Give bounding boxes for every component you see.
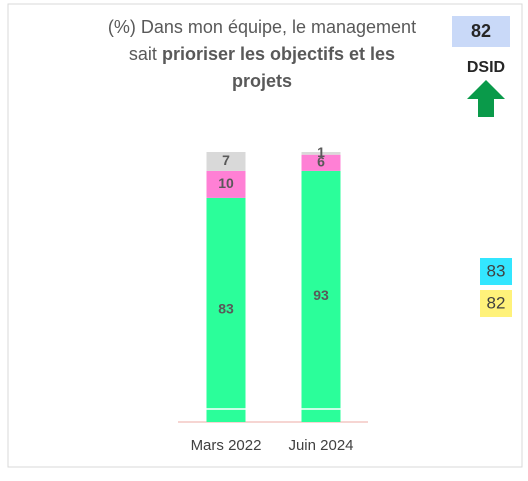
up-arrow: [467, 80, 505, 117]
x-tick-label: Mars 2022: [191, 437, 262, 454]
bar-segment: [301, 170, 341, 422]
data-label: 7: [222, 152, 230, 168]
title-normal: (%) Dans mon équipe, le management sait: [107, 17, 417, 64]
frame: [7, 3, 523, 468]
score-label: DSID: [467, 59, 505, 76]
data-label: 10: [218, 175, 234, 191]
bar-segment: [206, 170, 246, 198]
data-label: 6: [317, 154, 325, 170]
title-bold: prioriser les objectifs et les projets: [161, 44, 396, 91]
data-label: 93: [313, 287, 329, 303]
data-label: 83: [218, 301, 234, 317]
side-value: 82: [487, 293, 506, 312]
bar-segment: [206, 197, 246, 422]
bar-segment: [206, 152, 246, 171]
chart-title: (%) Dans mon équipe, le management sait …: [102, 14, 422, 95]
bar-segment: [301, 152, 341, 155]
side-badge: [480, 258, 512, 285]
side-value: 83: [487, 261, 506, 280]
data-label: 1: [317, 144, 325, 160]
side-badge: [480, 290, 512, 317]
bar-segment: [301, 154, 341, 171]
score-badge: [452, 16, 510, 47]
x-tick-label: Juin 2024: [288, 437, 353, 454]
score-value: 82: [471, 21, 491, 41]
